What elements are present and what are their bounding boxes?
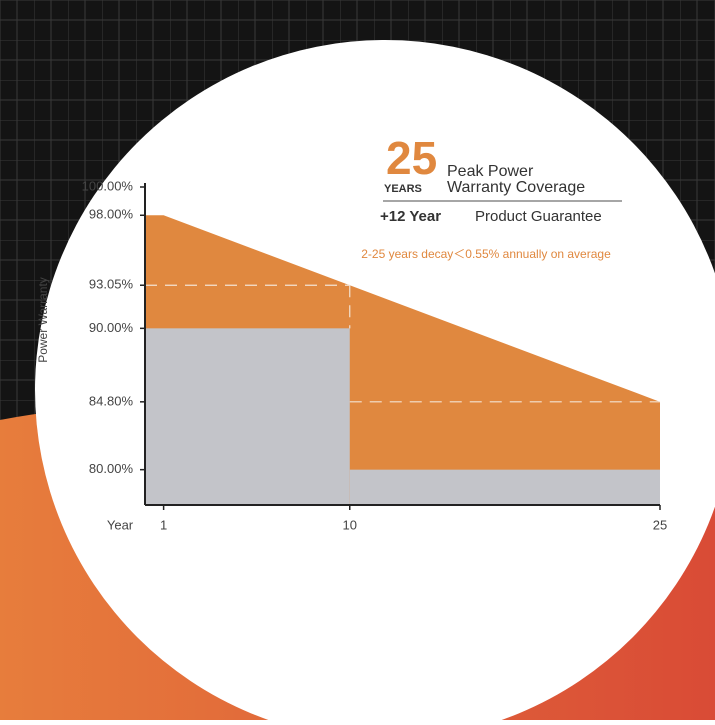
plot: 100.00% 98.00% 93.05% 90.00% 84.80% 80.00% 1 10… (82, 178, 668, 532)
x-tick-label: 10 (343, 517, 357, 532)
subline-bold: +12 Year (380, 208, 441, 225)
headline-line2: Warranty Coverage (447, 179, 585, 196)
y-axis-label: Power Warranty (36, 277, 50, 363)
y-tick-label: 90.00% (89, 320, 134, 335)
y-tick-label: 100.00% (82, 178, 134, 193)
subline-text: Product Guarantee (475, 208, 602, 225)
headline-number: 25 (386, 132, 437, 184)
y-tick-label: 84.80% (89, 393, 134, 408)
annotation: 2-25 years decay＜0.55% annually on avera… (361, 247, 611, 261)
guarantee-step (349, 469, 660, 505)
x-tick-label: 25 (653, 517, 667, 532)
x-tick-label: 1 (160, 517, 167, 532)
y-tick-label: 98.00% (89, 207, 134, 222)
y-tick-label: 93.05% (89, 277, 134, 292)
x-axis-label: Year (107, 517, 134, 532)
headline-line1: Peak Power (447, 163, 534, 180)
y-tick-label: 80.00% (89, 461, 134, 476)
guarantee-step (145, 328, 350, 505)
headline-unit: YEARS (384, 183, 422, 195)
